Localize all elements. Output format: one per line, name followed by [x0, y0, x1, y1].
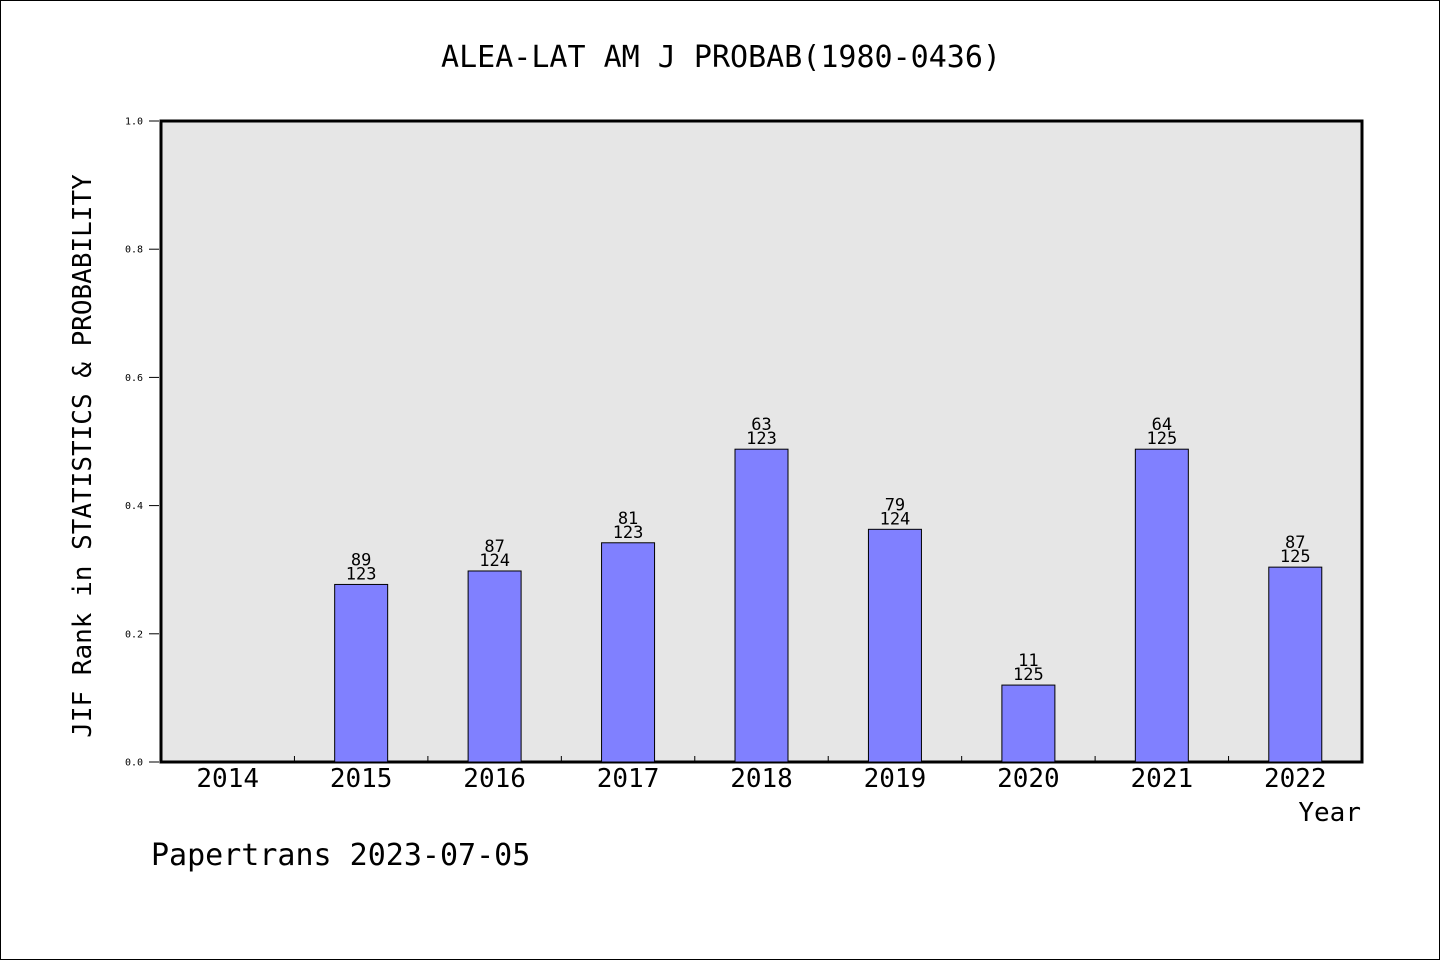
x-axis-label: Year	[1298, 798, 1361, 828]
bar-total-label: 123	[346, 564, 377, 584]
y-tick-label: 0.0	[125, 758, 143, 769]
bar-2015	[334, 583, 389, 763]
x-axis-tick-labels: 2014 2015 2016 2017 2018 2019 2020 2021 2022	[196, 764, 1326, 794]
bar-2019	[867, 528, 922, 763]
bar-total-label: 123	[746, 429, 777, 449]
bars	[334, 448, 1323, 763]
chart-title: ALEA-LAT AM J PROBAB(1980-0436)	[441, 40, 1001, 75]
footer-text: Papertrans 2023-07-05	[151, 838, 530, 873]
y-tick-label: 0.6	[125, 373, 143, 384]
bar-rank-label: 64	[1152, 415, 1172, 435]
bar-2021	[1134, 448, 1189, 763]
bar-total-label: 125	[1280, 547, 1311, 567]
y-axis-label: JIF Rank in STATISTICS & PROBABILITY	[68, 174, 98, 738]
x-tick-label: 2019	[864, 764, 927, 794]
bar-rank-label: 11	[1018, 651, 1038, 671]
y-tick-label: 0.2	[125, 629, 143, 640]
y-tick-label: 0.8	[125, 245, 143, 256]
bar-rank-label: 81	[618, 509, 638, 529]
x-tick-label: 2021	[1131, 764, 1194, 794]
x-tick-label: 2016	[463, 764, 526, 794]
x-tick-label: 2020	[997, 764, 1060, 794]
bar-2017	[601, 542, 656, 763]
x-tick-label: 2018	[730, 764, 793, 794]
y-tick-label: 1.0	[125, 117, 143, 128]
x-tick-label: 2022	[1264, 764, 1327, 794]
x-tick-label: 2017	[597, 764, 660, 794]
y-tick-label: 0.4	[125, 501, 143, 512]
bar-2016	[467, 570, 522, 763]
bar-rank-label: 87	[484, 537, 504, 557]
bar-rank-label: 87	[1285, 533, 1305, 553]
bar-total-label: 124	[479, 551, 510, 571]
bar-rank-label: 63	[751, 415, 771, 435]
bar-2020	[1001, 684, 1056, 763]
bar-2018	[734, 448, 789, 763]
bar-rank-label: 89	[351, 550, 371, 570]
y-axis-ticks: 0.0 0.2 0.4 0.6 0.8 1.0	[125, 117, 159, 769]
bar-total-label: 124	[880, 509, 911, 529]
bar-rank-label: 79	[885, 495, 905, 515]
bar-total-label: 125	[1146, 429, 1177, 449]
bar-2022	[1268, 566, 1323, 763]
x-axis-ticks	[293, 756, 1230, 761]
bar-total-label: 123	[613, 523, 644, 543]
x-tick-label: 2015	[330, 764, 393, 794]
bar-total-label: 125	[1013, 665, 1044, 685]
x-tick-label: 2014	[196, 764, 259, 794]
